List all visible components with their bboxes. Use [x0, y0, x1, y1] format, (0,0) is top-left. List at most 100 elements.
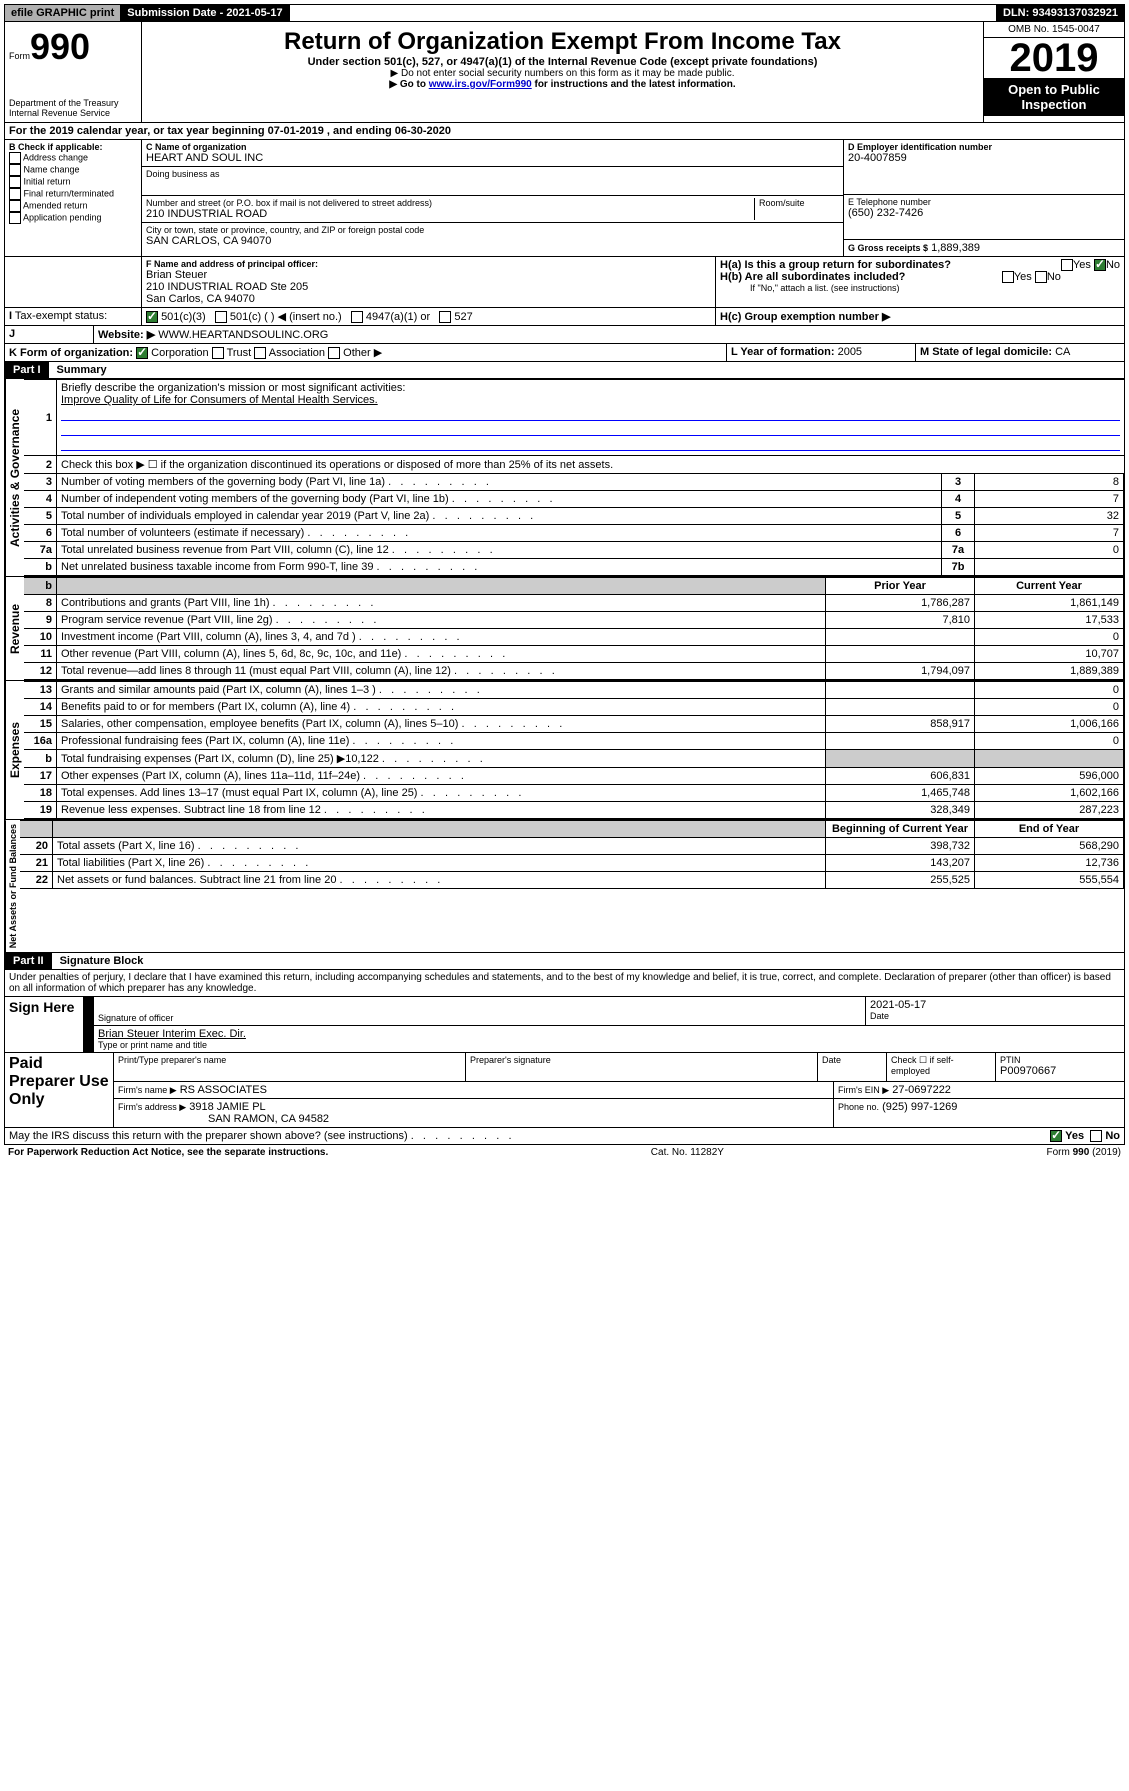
part1-governance: Activities & Governance 1 Briefly descri… — [4, 379, 1125, 577]
part2-header: Part II Signature Block — [4, 953, 1125, 970]
governance-table: 1 Briefly describe the organization's mi… — [24, 379, 1124, 576]
form-subtitle: Under section 501(c), 527, or 4947(a)(1)… — [148, 56, 977, 68]
ptin: P00970667 — [1000, 1065, 1120, 1077]
firm-phone: (925) 997-1269 — [882, 1101, 957, 1113]
entity-block: B Check if applicable: Address change Na… — [4, 140, 1125, 257]
box-b-item: Initial return — [9, 176, 137, 188]
i-label: I — [9, 310, 12, 322]
data-row: 8Contributions and grants (Part VIII, li… — [24, 595, 1124, 612]
firm-name: RS ASSOCIATES — [180, 1084, 267, 1096]
f-h-block: F Name and address of principal officer:… — [4, 257, 1125, 308]
data-row: 12Total revenue—add lines 8 through 11 (… — [24, 663, 1124, 680]
vlabel-expenses: Expenses — [5, 681, 24, 819]
data-row: 11Other revenue (Part VIII, column (A), … — [24, 646, 1124, 663]
j-label: J — [5, 326, 94, 343]
box-b-check[interactable] — [9, 152, 21, 164]
paid-preparer-block: Paid Preparer Use Only Print/Type prepar… — [4, 1053, 1125, 1128]
gov-row: 3Number of voting members of the governi… — [24, 474, 1124, 491]
box-b-item: Final return/terminated — [9, 188, 137, 200]
data-row: 18Total expenses. Add lines 13–17 (must … — [24, 785, 1124, 802]
data-row: 10Investment income (Part VIII, column (… — [24, 629, 1124, 646]
discuss-row: May the IRS discuss this return with the… — [4, 1128, 1125, 1145]
part1-header: Part I Summary — [4, 362, 1125, 379]
state-domicile: CA — [1055, 346, 1070, 358]
tax-exempt-row: I Tax-exempt status: 501(c)(3) 501(c) ( … — [4, 308, 1125, 326]
hb-no[interactable] — [1035, 271, 1047, 283]
dln: DLN: 93493137032921 — [997, 5, 1124, 21]
year-formation: 2005 — [838, 346, 862, 358]
data-row: 20Total assets (Part X, line 16)398,7325… — [20, 838, 1124, 855]
box-f: F Name and address of principal officer:… — [142, 257, 716, 307]
part1-netassets: Net Assets or Fund Balances Beginning of… — [4, 820, 1125, 953]
4947-check[interactable] — [351, 311, 363, 323]
footer: For Paperwork Reduction Act Notice, see … — [4, 1145, 1125, 1160]
org-name: HEART AND SOUL INC — [146, 152, 839, 164]
trust-check[interactable] — [212, 347, 224, 359]
phone: (650) 232-7426 — [848, 207, 1120, 219]
box-h: H(a) Is this a group return for subordin… — [716, 257, 1124, 307]
officer-name-title: Brian Steuer Interim Exec. Dir. — [98, 1028, 1120, 1040]
expenses-table: 13Grants and similar amounts paid (Part … — [24, 681, 1124, 819]
ha-no[interactable] — [1094, 259, 1106, 271]
box-b-item: Application pending — [9, 212, 137, 224]
form-number-cell: Form990 Department of the Treasury Inter… — [5, 22, 142, 122]
ha-yes[interactable] — [1061, 259, 1073, 271]
firm-ein: 27-0697222 — [892, 1084, 951, 1096]
hb-yes[interactable] — [1002, 271, 1014, 283]
data-row: 14Benefits paid to or for members (Part … — [24, 699, 1124, 716]
form-label: Form — [9, 51, 30, 61]
form-header: Form990 Department of the Treasury Inter… — [4, 22, 1125, 123]
box-b-check[interactable] — [9, 212, 21, 224]
dept-treasury: Department of the Treasury Internal Reve… — [9, 98, 137, 118]
discuss-yes[interactable] — [1050, 1130, 1062, 1142]
data-row: 22Net assets or fund balances. Subtract … — [20, 872, 1124, 889]
501c-check[interactable] — [215, 311, 227, 323]
sign-here-block: Sign Here Signature of officer 2021-05-1… — [4, 997, 1125, 1053]
gov-row: 4Number of independent voting members of… — [24, 491, 1124, 508]
open-public: Open to Public Inspection — [984, 78, 1124, 116]
box-b-item: Name change — [9, 164, 137, 176]
vlabel-netassets: Net Assets or Fund Balances — [5, 820, 20, 952]
gross-receipts: 1,889,389 — [931, 242, 980, 254]
part1-expenses: Expenses 13Grants and similar amounts pa… — [4, 681, 1125, 820]
gov-row: 5Total number of individuals employed in… — [24, 508, 1124, 525]
note-link: ▶ Go to www.irs.gov/Form990 for instruct… — [148, 79, 977, 90]
netassets-table: Beginning of Current YearEnd of Year 20T… — [20, 820, 1124, 889]
irs-link[interactable]: www.irs.gov/Form990 — [429, 79, 532, 90]
data-row: 9Program service revenue (Part VIII, lin… — [24, 612, 1124, 629]
revenue-table: bPrior YearCurrent Year 8Contributions a… — [24, 577, 1124, 680]
data-row: 17Other expenses (Part IX, column (A), l… — [24, 768, 1124, 785]
box-b-item: Address change — [9, 152, 137, 164]
vlabel-revenue: Revenue — [5, 577, 24, 680]
data-row: 13Grants and similar amounts paid (Part … — [24, 682, 1124, 699]
box-b-item: Amended return — [9, 200, 137, 212]
gov-row: 6Total number of volunteers (estimate if… — [24, 525, 1124, 542]
box-b-check[interactable] — [9, 200, 21, 212]
top-bar: efile GRAPHIC print Submission Date - 20… — [4, 4, 1125, 22]
tax-year-range: For the 2019 calendar year, or tax year … — [5, 123, 1124, 139]
box-d-e-g: D Employer identification number 20-4007… — [844, 140, 1124, 256]
website-row: J Website: ▶ WWW.HEARTANDSOULINC.ORG — [4, 326, 1125, 344]
tax-year: 2019 — [984, 38, 1124, 78]
527-check[interactable] — [439, 311, 451, 323]
efile-btn[interactable]: efile GRAPHIC print — [5, 5, 121, 21]
data-row: 21Total liabilities (Part X, line 26)143… — [20, 855, 1124, 872]
klm-row: K Form of organization: Corporation Trus… — [4, 344, 1125, 362]
corp-check[interactable] — [136, 347, 148, 359]
part1-revenue: Revenue bPrior YearCurrent Year 8Contrib… — [4, 577, 1125, 681]
assoc-check[interactable] — [254, 347, 266, 359]
perjury-text: Under penalties of perjury, I declare th… — [4, 970, 1125, 997]
other-check[interactable] — [328, 347, 340, 359]
box-b-check[interactable] — [9, 188, 21, 200]
box-b-check[interactable] — [9, 164, 21, 176]
501c3-check[interactable] — [146, 311, 158, 323]
title-cell: Return of Organization Exempt From Incom… — [142, 22, 983, 122]
year-cell: OMB No. 1545-0047 2019 Open to Public In… — [983, 22, 1124, 122]
discuss-no[interactable] — [1090, 1130, 1102, 1142]
mission: Improve Quality of Life for Consumers of… — [61, 394, 378, 406]
officer-name: Brian Steuer — [146, 269, 711, 281]
line-a: For the 2019 calendar year, or tax year … — [4, 123, 1125, 140]
sig-date: 2021-05-17 — [870, 999, 1120, 1011]
box-b-check[interactable] — [9, 176, 21, 188]
firm-addr: 3918 JAMIE PL — [189, 1101, 265, 1113]
